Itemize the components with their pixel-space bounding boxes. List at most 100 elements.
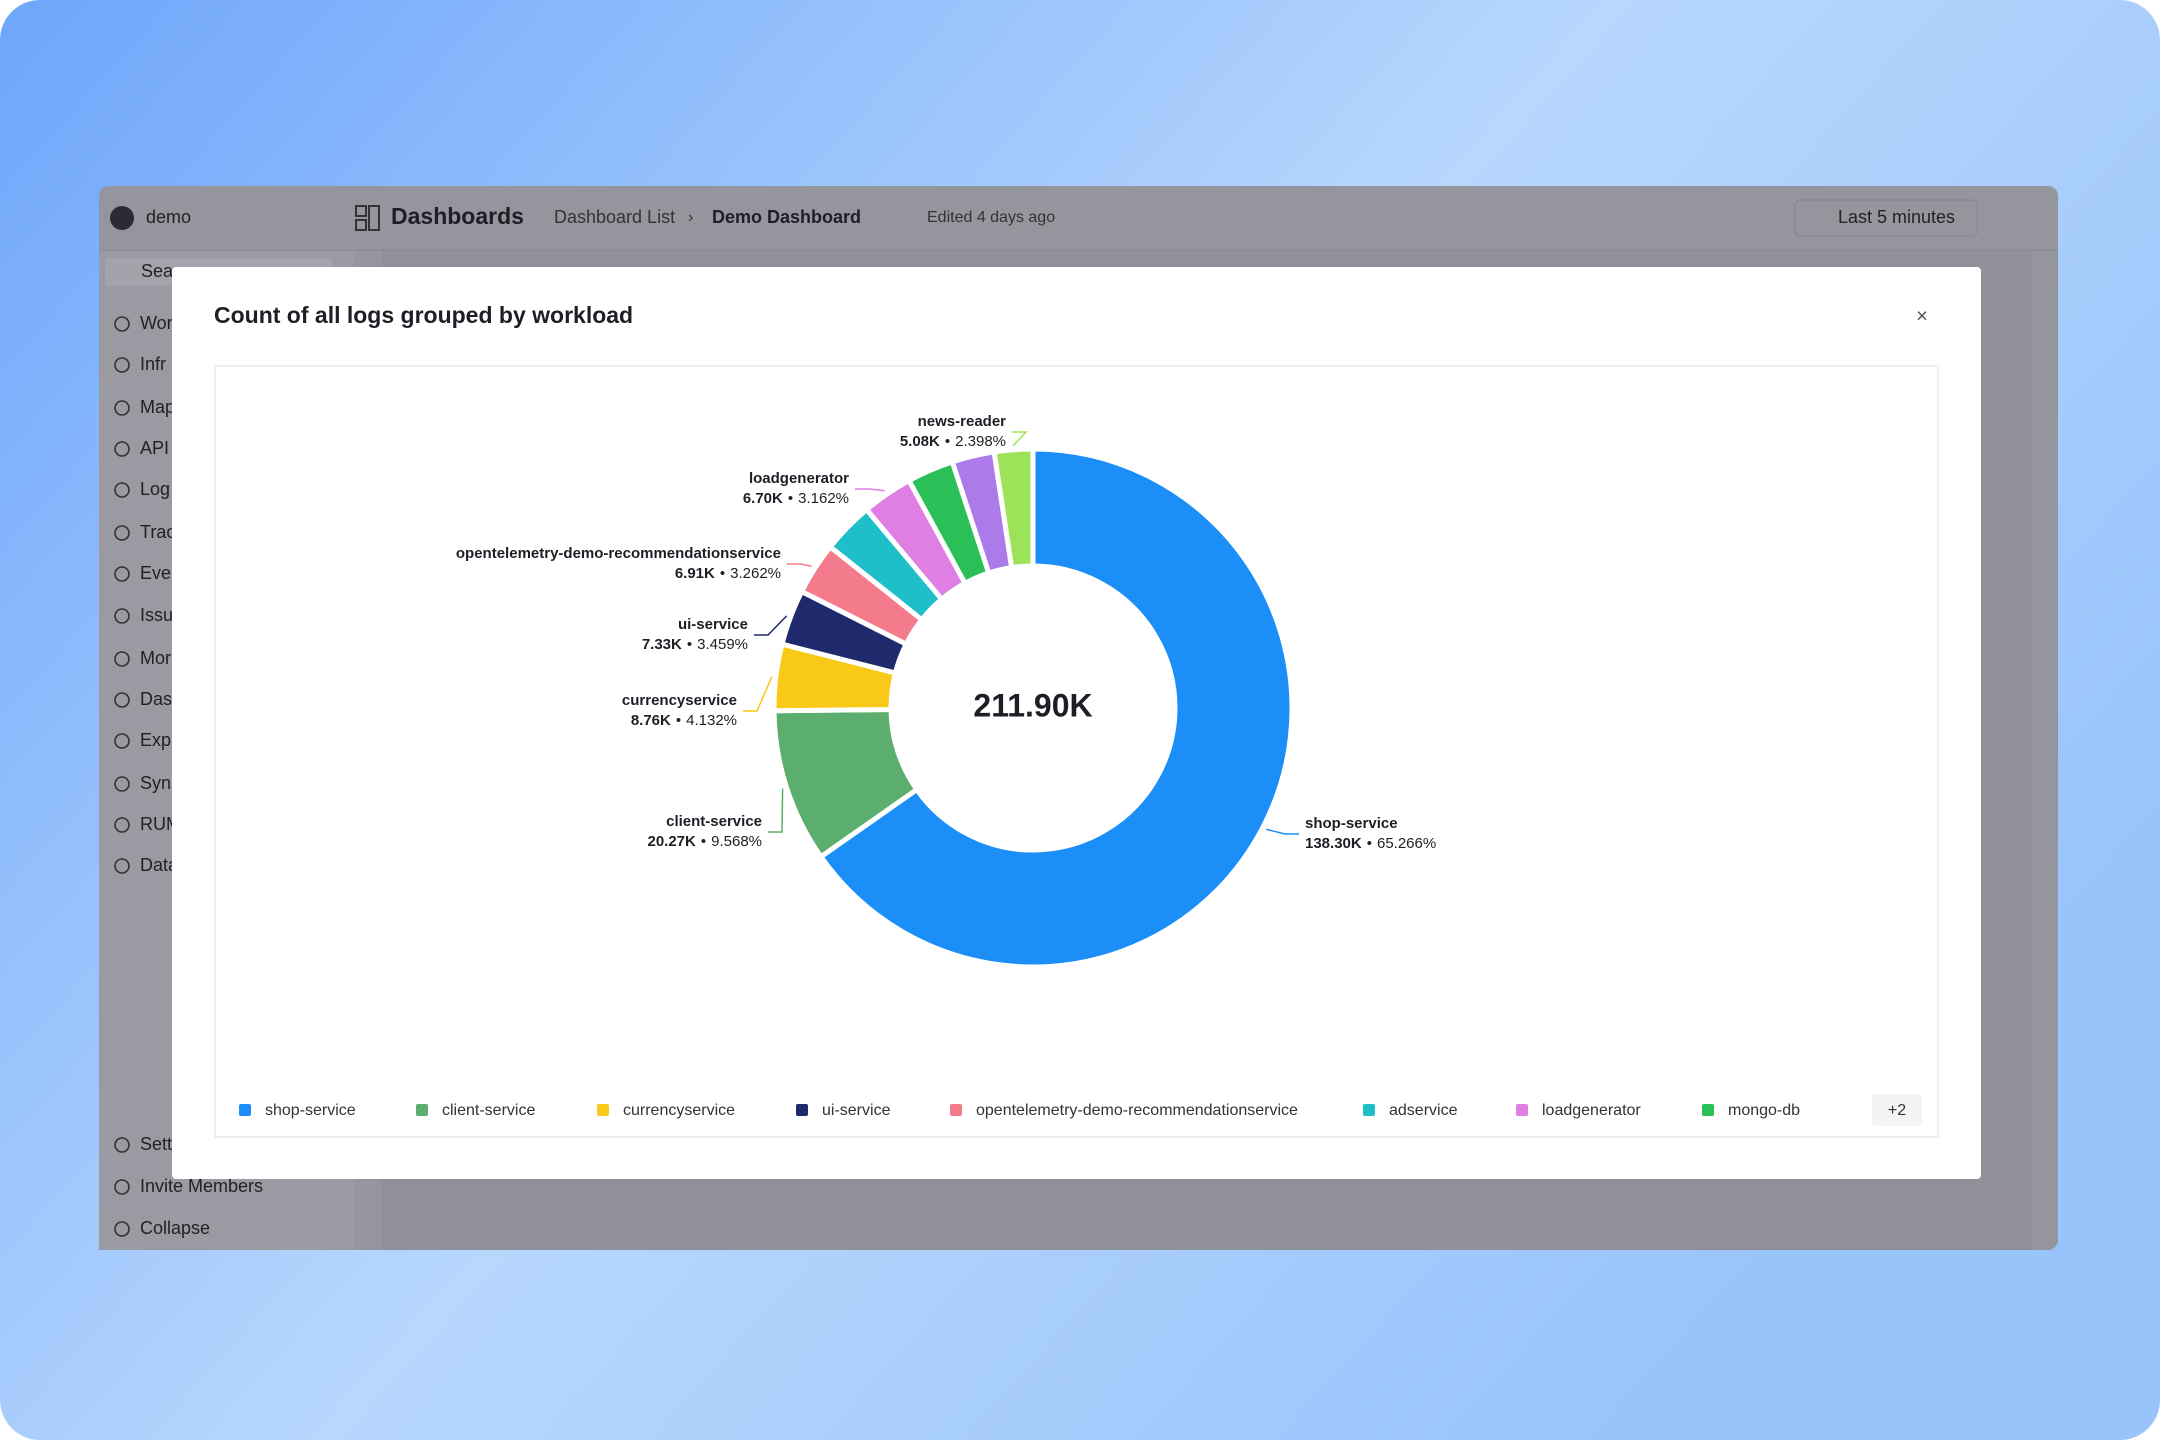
- sidebar-item[interactable]: Log: [140, 479, 170, 499]
- edited: Edited 4 days ago: [927, 209, 1055, 226]
- sidebar-item[interactable]: Das: [140, 689, 172, 709]
- slice: [817, 446, 1295, 970]
- value-label: 6.70K: [743, 490, 783, 507]
- slice-name: client-service: [666, 813, 762, 830]
- slice-label: 6.70K • 3.162%: [743, 490, 849, 507]
- value-label: 6.91K: [675, 565, 715, 582]
- separator: •: [676, 712, 681, 729]
- separator: •: [701, 833, 706, 850]
- percent-label: 3.262%: [730, 565, 781, 582]
- breadcrumb[interactable]: Dashboard List: [554, 207, 675, 227]
- icon: [355, 219, 367, 231]
- slice-name: news-reader: [918, 413, 1007, 430]
- icon: [355, 205, 367, 217]
- sidebar-icon: [114, 1221, 130, 1237]
- sidebar-icon: [114, 651, 130, 667]
- slice-name: ui-service: [678, 616, 748, 633]
- value-label: 20.27K: [647, 833, 696, 850]
- value-label: 5.08K: [900, 433, 940, 450]
- donut-chart: shop-service 138.30K • 65.266% client-servic…: [239, 413, 1922, 1126]
- sidebar-item[interactable]: Sett: [140, 1134, 172, 1154]
- slice: [991, 446, 1036, 571]
- legend-swatch: [1363, 1104, 1375, 1116]
- sidebar-item[interactable]: Collapse: [140, 1218, 210, 1238]
- search[interactable]: Sea: [141, 261, 174, 281]
- workspace[interactable]: demo: [146, 207, 191, 227]
- sidebar-item[interactable]: Syn: [140, 773, 171, 793]
- legend-entry[interactable]: mongo-db: [1728, 1102, 1800, 1119]
- leader-line: [768, 788, 784, 833]
- separator: •: [945, 433, 950, 450]
- leader-line: [1266, 828, 1299, 835]
- sidebar-icon: [114, 316, 130, 332]
- close-button[interactable]: ×: [1916, 305, 1928, 327]
- sidebar-item[interactable]: Trac: [140, 522, 175, 542]
- legend-entry[interactable]: loadgenerator: [1542, 1102, 1641, 1119]
- percent-label: 2.398%: [955, 433, 1006, 450]
- sidebar-item[interactable]: Eve: [140, 563, 171, 583]
- legend-more[interactable]: +2: [1888, 1102, 1906, 1119]
- sidebar-item[interactable]: Issu: [140, 605, 173, 625]
- value-label: 8.76K: [631, 712, 671, 729]
- legend-entry[interactable]: adservice: [1389, 1102, 1458, 1119]
- sidebar-icon: [114, 776, 130, 792]
- slice-label: 5.08K • 2.398%: [900, 433, 1006, 450]
- sidebar-icon: [114, 566, 130, 582]
- sidebar-item[interactable]: API: [140, 438, 169, 458]
- separator: •: [1367, 835, 1372, 852]
- slice-label: 8.76K • 4.132%: [631, 712, 737, 729]
- slice-label: 7.33K • 3.459%: [642, 636, 748, 653]
- value-label: 138.30K: [1305, 835, 1362, 852]
- legend-more-bg[interactable]: [1872, 1094, 1922, 1126]
- percent-label: 3.459%: [697, 636, 748, 653]
- legend-entry[interactable]: opentelemetry-demo-recommendationservice: [976, 1102, 1298, 1119]
- legend-entry[interactable]: shop-service: [265, 1102, 356, 1119]
- separator: •: [788, 490, 793, 507]
- legend-entry[interactable]: currencyservice: [623, 1102, 735, 1119]
- slice-label: 138.30K • 65.266%: [1305, 835, 1436, 852]
- slice-label: 6.91K • 3.262%: [675, 565, 781, 582]
- sidebar-icon: [114, 525, 130, 541]
- leader-line: [1012, 431, 1028, 447]
- breadcrumb-sep: ›: [688, 209, 693, 226]
- sidebar-item[interactable]: Map: [140, 397, 175, 417]
- time-range[interactable]: Last 5 minutes: [1838, 207, 1955, 227]
- sidebar-item[interactable]: Data: [140, 855, 179, 875]
- leader-line: [855, 488, 885, 492]
- sidebar-item[interactable]: Wor: [140, 313, 173, 333]
- sidebar-item[interactable]: Infr: [140, 354, 166, 374]
- legend-swatch: [950, 1104, 962, 1116]
- slice-label: 20.27K • 9.568%: [647, 833, 762, 850]
- sidebar-icon: [114, 1179, 130, 1195]
- separator: •: [687, 636, 692, 653]
- sidebar-icon: [114, 692, 130, 708]
- legend-swatch: [416, 1104, 428, 1116]
- sidebar-icon: [114, 608, 130, 624]
- sidebar-icon: [114, 441, 130, 457]
- sidebar-items: Wor Infr Map API Log Trac Eve Issu Mor Das Exp Syn R…: [114, 313, 263, 1238]
- leader-line: [743, 676, 773, 712]
- legend-entry[interactable]: ui-service: [822, 1102, 891, 1119]
- slice-name: loadgenerator: [749, 470, 849, 487]
- sidebar-item[interactable]: Exp: [140, 730, 171, 750]
- sidebar-icon: [114, 357, 130, 373]
- sidebar-icon: [114, 733, 130, 749]
- legend-swatch: [1702, 1104, 1714, 1116]
- sidebar-item[interactable]: Invite Members: [140, 1176, 263, 1196]
- slice-name: shop-service: [1305, 815, 1398, 832]
- breadcrumb[interactable]: Demo Dashboard: [712, 207, 861, 227]
- legend-swatch: [239, 1104, 251, 1116]
- avatar: [110, 206, 134, 230]
- sidebar-icon: [114, 1137, 130, 1153]
- section-title: Dashboards: [391, 203, 524, 229]
- leader-line: [787, 563, 812, 568]
- time-picker[interactable]: [1794, 199, 1978, 237]
- center-label: 211.90K: [973, 687, 1092, 723]
- sidebar-item[interactable]: RUM: [140, 814, 181, 834]
- legend-entry[interactable]: client-service: [442, 1102, 535, 1119]
- sidebar-item[interactable]: Mor: [140, 648, 171, 668]
- percent-label: 4.132%: [686, 712, 737, 729]
- legend-swatch: [796, 1104, 808, 1116]
- separator: •: [720, 565, 725, 582]
